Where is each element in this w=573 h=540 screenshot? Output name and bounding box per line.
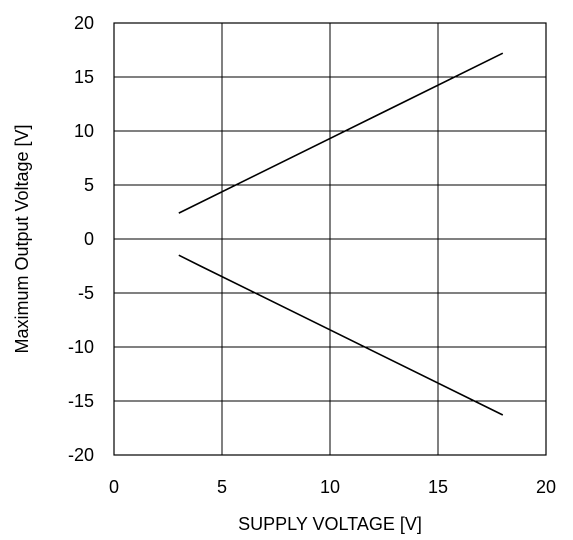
series-line <box>178 254 504 416</box>
series-group <box>178 52 504 416</box>
x-tick-label: 10 <box>320 477 340 497</box>
y-axis-label: Maximum Output Voltage [V] <box>12 124 32 353</box>
y-tick-label: -5 <box>78 283 94 303</box>
y-tick-label: -15 <box>68 391 94 411</box>
x-tick-label: 0 <box>109 477 119 497</box>
x-axis-label: SUPPLY VOLTAGE [V] <box>238 514 422 534</box>
y-tick-labels: 20 15 10 5 0 -5 -10 -15 -20 <box>68 13 94 465</box>
y-tick-label: -10 <box>68 337 94 357</box>
y-tick-label: 5 <box>84 175 94 195</box>
y-tick-label: 20 <box>74 13 94 33</box>
y-tick-label: 15 <box>74 67 94 87</box>
x-tick-label: 20 <box>536 477 556 497</box>
series-line <box>178 52 504 214</box>
x-tick-label: 5 <box>217 477 227 497</box>
y-tick-label: -20 <box>68 445 94 465</box>
x-tick-label: 15 <box>428 477 448 497</box>
plot-frame <box>113 22 547 456</box>
y-tick-label: 10 <box>74 121 94 141</box>
x-tick-labels: 0 5 10 15 20 <box>109 477 556 497</box>
grid <box>113 22 547 456</box>
y-tick-label: 0 <box>84 229 94 249</box>
